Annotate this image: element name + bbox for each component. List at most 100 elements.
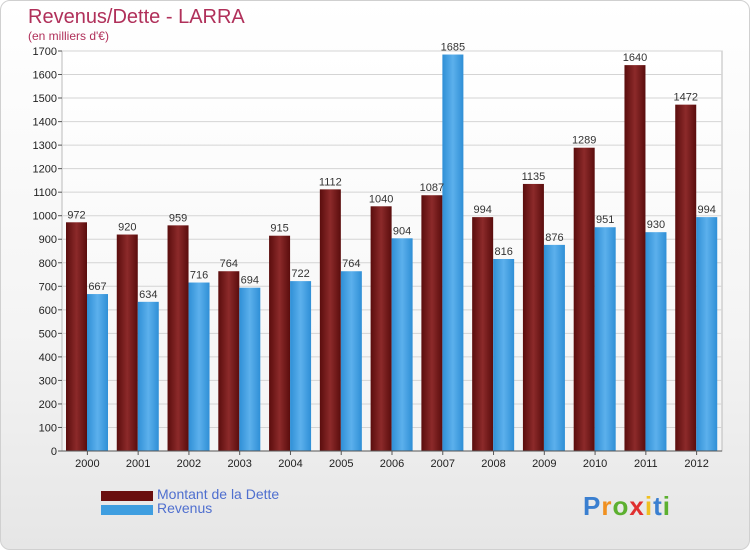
bar-revenus <box>594 227 616 451</box>
x-tick-label: 2010 <box>583 458 607 470</box>
bar-revenus <box>442 54 464 451</box>
bar-revenus <box>645 232 667 451</box>
y-tick-label: 300 <box>39 375 57 387</box>
value-label: 920 <box>118 222 136 234</box>
value-label: 1040 <box>369 193 393 205</box>
x-axis-ticks: 2000 2001 2002 2003 2004 2005 2006 2007 2008 2009… <box>62 450 722 470</box>
y-tick-label: 1400 <box>33 117 57 129</box>
y-tick-label: 700 <box>39 281 57 293</box>
value-label: 959 <box>169 212 187 224</box>
value-label: 716 <box>190 270 208 282</box>
bar-debt <box>573 147 595 452</box>
y-tick-label: 100 <box>39 422 57 434</box>
logo-letter: x <box>629 491 645 521</box>
bar-debt <box>522 183 544 452</box>
y-tick-label: 1200 <box>33 164 57 176</box>
y-tick-label: 1000 <box>33 211 57 223</box>
y-tick-label: 500 <box>39 328 57 340</box>
bar-debt <box>116 234 138 451</box>
legend-label-revenus: Revenus <box>157 500 213 516</box>
bar-debt <box>167 225 189 451</box>
y-tick-label: 200 <box>39 399 57 411</box>
logo-letter: i <box>662 491 671 521</box>
x-tick-label: 2006 <box>380 458 404 470</box>
y-tick-label: 1100 <box>33 187 57 199</box>
bar-revenus <box>87 294 108 451</box>
bar-revenus <box>340 271 362 451</box>
value-label: 816 <box>494 246 512 258</box>
bar-debt <box>370 206 392 451</box>
value-label: 1112 <box>319 176 342 188</box>
legend-label-debt: Montant de la Dette <box>157 486 280 502</box>
x-tick-label: 2009 <box>532 458 556 470</box>
y-tick-label: 800 <box>39 258 57 270</box>
value-label: 1135 <box>522 171 546 183</box>
value-label: 951 <box>596 214 614 226</box>
bar-debt <box>269 235 291 451</box>
value-labels: 9726679206349597167646949157221112764104… <box>67 42 716 301</box>
value-label: 694 <box>241 275 259 287</box>
y-tick-label: 900 <box>39 234 57 246</box>
value-label: 1685 <box>441 42 465 54</box>
bar-revenus <box>391 238 413 451</box>
value-label: 994 <box>473 204 491 216</box>
proxiti-logo: Proxiti <box>583 491 671 522</box>
bar-revenus <box>137 301 159 451</box>
x-tick-label: 2008 <box>481 458 505 470</box>
chart-subtitle: (en milliers d'€) <box>28 29 109 43</box>
bar-revenus <box>493 259 515 451</box>
x-tick-label: 2005 <box>329 458 353 470</box>
bar-debt <box>218 271 240 451</box>
bars <box>66 54 718 452</box>
x-tick-label: 2003 <box>227 458 251 470</box>
logo-letter: t <box>653 491 663 521</box>
value-label: 904 <box>393 225 411 237</box>
logo-letter: i <box>644 491 654 521</box>
x-tick-label: 2000 <box>75 458 99 470</box>
x-tick-label: 2012 <box>684 458 708 470</box>
x-tick-label: 2011 <box>634 458 658 470</box>
legend-swatch-debt <box>101 491 153 501</box>
value-label: 764 <box>342 258 360 270</box>
value-label: 876 <box>545 232 563 244</box>
legend-swatch-revenus <box>101 505 153 515</box>
chart-title: Revenus/Dette - LARRA <box>28 6 245 28</box>
bar-revenus <box>290 281 312 451</box>
bar-revenus <box>696 217 718 451</box>
y-tick-label: 1500 <box>33 93 57 105</box>
value-label: 972 <box>67 209 85 221</box>
logo-letter: P <box>583 491 602 521</box>
value-label: 722 <box>291 268 309 280</box>
y-tick-label: 0 <box>51 446 57 458</box>
bar-debt <box>624 65 646 451</box>
x-tick-label: 2007 <box>431 458 455 470</box>
value-label: 1640 <box>623 52 647 64</box>
value-label: 667 <box>88 281 106 293</box>
x-tick-label: 2002 <box>177 458 201 470</box>
y-tick-label: 1700 <box>33 46 57 58</box>
x-tick-label: 2004 <box>278 458 302 470</box>
value-label: 994 <box>698 204 716 216</box>
bar-debt <box>472 217 494 451</box>
y-tick-label: 1300 <box>33 140 57 152</box>
logo-letter: o <box>612 491 630 521</box>
y-tick-label: 400 <box>39 352 57 364</box>
value-label: 915 <box>270 223 288 235</box>
bar-debt <box>421 195 443 451</box>
value-label: 634 <box>139 289 157 301</box>
bar-revenus <box>543 244 565 451</box>
x-tick-label: 2001 <box>126 458 150 470</box>
value-label: 1472 <box>673 92 697 104</box>
bar-revenus <box>239 287 261 451</box>
y-tick-label: 600 <box>39 305 57 317</box>
y-tick-label: 1600 <box>33 70 57 82</box>
bar-debt <box>66 222 87 451</box>
bar-debt <box>319 189 341 451</box>
value-label: 1289 <box>572 135 596 147</box>
value-label: 764 <box>220 258 238 270</box>
value-label: 1087 <box>420 182 444 194</box>
value-label: 930 <box>647 219 665 231</box>
logo-letter: r <box>601 491 613 521</box>
